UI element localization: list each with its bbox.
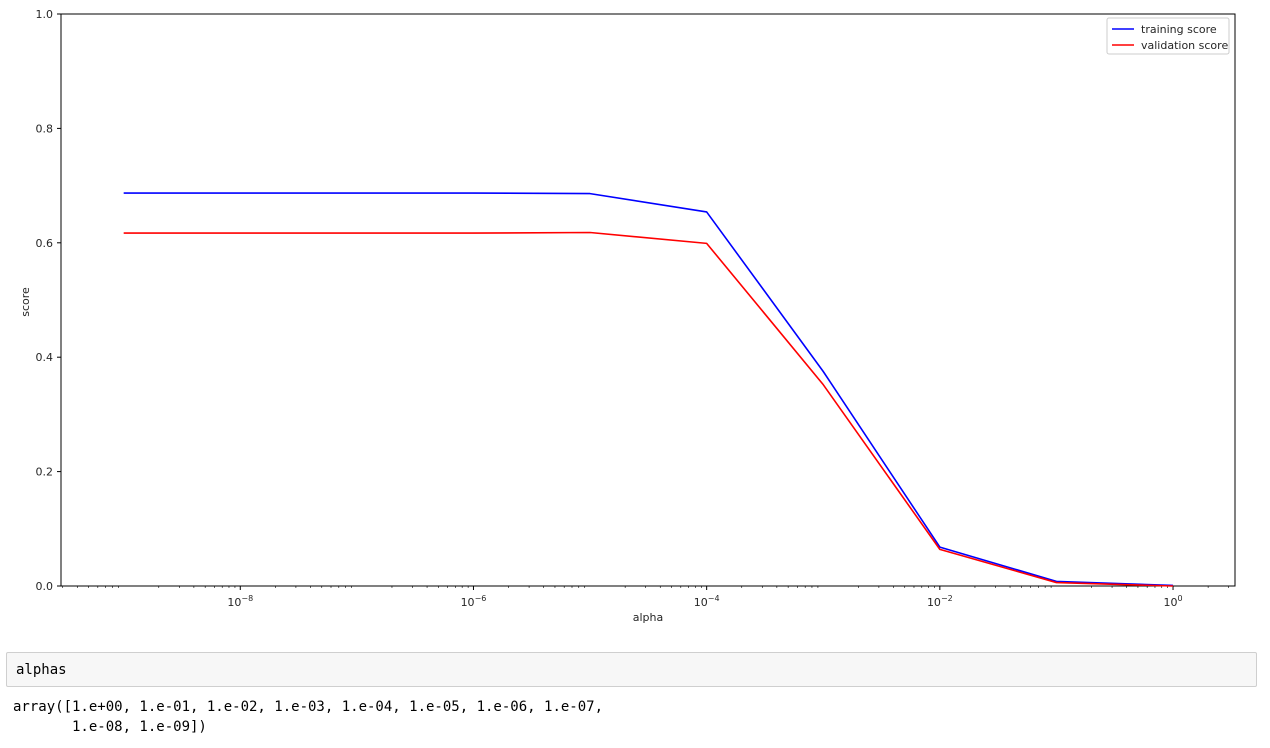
series-line-training-score	[123, 192, 1174, 587]
plot-area	[60, 13, 1236, 587]
y-tick-label: 0.4	[36, 351, 54, 364]
x-axis: 10−8 10−6 10−4 10−2 100	[62, 586, 1229, 609]
legend-box	[1106, 17, 1230, 55]
y-tick-label: 1.0	[36, 8, 54, 21]
series-layer	[123, 192, 1174, 587]
x-tick-label: 10−6	[461, 594, 487, 609]
y-tick-label: 0.8	[36, 122, 54, 135]
y-tick-label: 0.6	[36, 237, 54, 250]
output-line: 1.e-08, 1.e-09])	[13, 719, 207, 735]
series-line-validation-score	[123, 231, 1174, 587]
y-tick-label: 0.2	[36, 466, 54, 479]
line-chart: 0.0 0.2 0.4 0.6 0.8 1.0 10−8 10−6 10−4 10−2 100 a…	[19, 8, 1236, 624]
x-tick-label: 10−8	[227, 594, 253, 609]
code-input-cell[interactable]: alphas	[6, 652, 1257, 687]
x-tick-label: 100	[1163, 594, 1182, 609]
legend: training score validation score	[1106, 17, 1230, 55]
y-axis: 0.0 0.2 0.4 0.6 0.8 1.0	[36, 8, 61, 593]
x-tick-label: 10−2	[927, 594, 953, 609]
y-tick-label: 0.0	[36, 580, 54, 593]
x-tick-label: 10−4	[694, 594, 720, 609]
legend-label: training score	[1141, 23, 1217, 36]
legend-label: validation score	[1141, 39, 1228, 52]
y-axis-label: score	[19, 287, 32, 317]
code-input-text[interactable]: alphas	[16, 662, 67, 678]
code-output: array([1.e+00, 1.e-01, 1.e-02, 1.e-03, 1…	[13, 697, 603, 737]
x-axis-label: alpha	[633, 611, 664, 624]
output-line: array([1.e+00, 1.e-01, 1.e-02, 1.e-03, 1…	[13, 699, 604, 715]
